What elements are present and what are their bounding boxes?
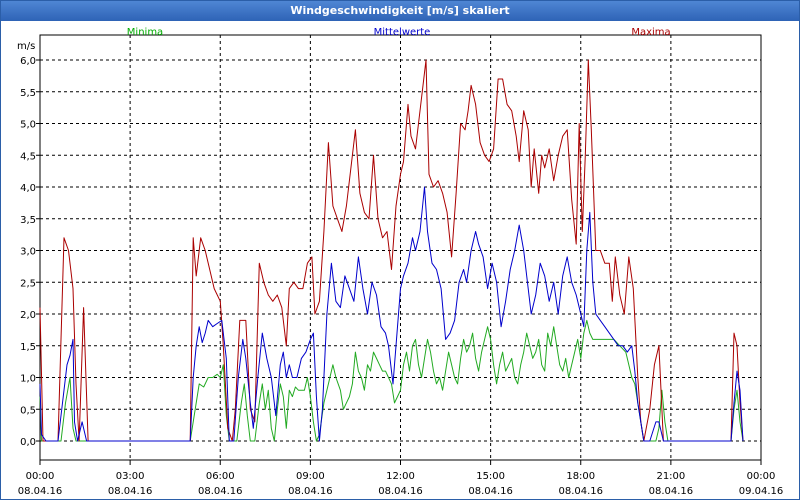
x-tick-date: 08.04.16 [378, 486, 423, 497]
grid-lines [36, 35, 762, 465]
x-tick-date: 08.04.16 [18, 486, 63, 497]
x-tick-time: 06:00 [206, 471, 235, 482]
x-tick-date: 08.04.16 [108, 486, 153, 497]
x-tick-time: 00:00 [26, 471, 55, 482]
window-title: Windgeschwindigkeit [m/s] skaliert [1, 1, 799, 21]
y-tick-label: 4,0 [20, 183, 36, 194]
x-tick-time: 03:00 [116, 471, 145, 482]
x-tick-date: 08.04.16 [198, 486, 243, 497]
series-line-maxima [39, 59, 744, 442]
y-tick-label: 2,5 [20, 278, 36, 289]
legend-minima: Minima [127, 27, 163, 38]
y-tick-labels: 0,0 0,5 1,0 1,5 2,0 2,5 3,0 3,5 4,0 4,5 5,0 5,5 6,0 [20, 56, 36, 448]
x-tick-time: 15:00 [476, 471, 505, 482]
y-tick-label: 5,5 [20, 88, 36, 99]
legend-mittelwerte: Mittelwerte [374, 27, 431, 38]
y-tick-label: 1,5 [20, 342, 36, 353]
x-tick-time: 00:00 [747, 471, 776, 482]
legend-maxima: Maxima [631, 27, 670, 38]
series-line-minima [39, 319, 744, 442]
series-lines [39, 59, 744, 442]
y-tick-label: 2,0 [20, 310, 36, 321]
series-line-mittelwerte [39, 186, 744, 442]
y-tick-label: 1,0 [20, 374, 36, 385]
x-tick-time: 09:00 [296, 471, 325, 482]
x-tick-date: 08.04.16 [558, 486, 603, 497]
x-tick-date: 08.04.16 [468, 486, 513, 497]
y-tick-label: 0,5 [20, 405, 36, 416]
x-tick-time: 21:00 [656, 471, 685, 482]
x-tick-time: 18:00 [566, 471, 595, 482]
y-tick-label: 3,0 [20, 247, 36, 258]
y-axis-label: m/s [17, 41, 35, 52]
x-tick-time: 12:00 [386, 471, 415, 482]
y-tick-label: 4,5 [20, 151, 36, 162]
y-tick-label: 5,0 [20, 120, 36, 131]
y-tick-label: 6,0 [20, 56, 36, 67]
y-tick-label: 0,0 [20, 437, 36, 448]
y-tick-label: 3,5 [20, 215, 36, 226]
x-tick-date: 09.04.16 [739, 486, 784, 497]
x-tick-date: 08.04.16 [288, 486, 333, 497]
x-tick-date: 08.04.16 [649, 486, 694, 497]
x-tick-labels: 00:00 08.04.16 03:00 08.04.16 06:00 08.04.16 0… [18, 471, 784, 497]
